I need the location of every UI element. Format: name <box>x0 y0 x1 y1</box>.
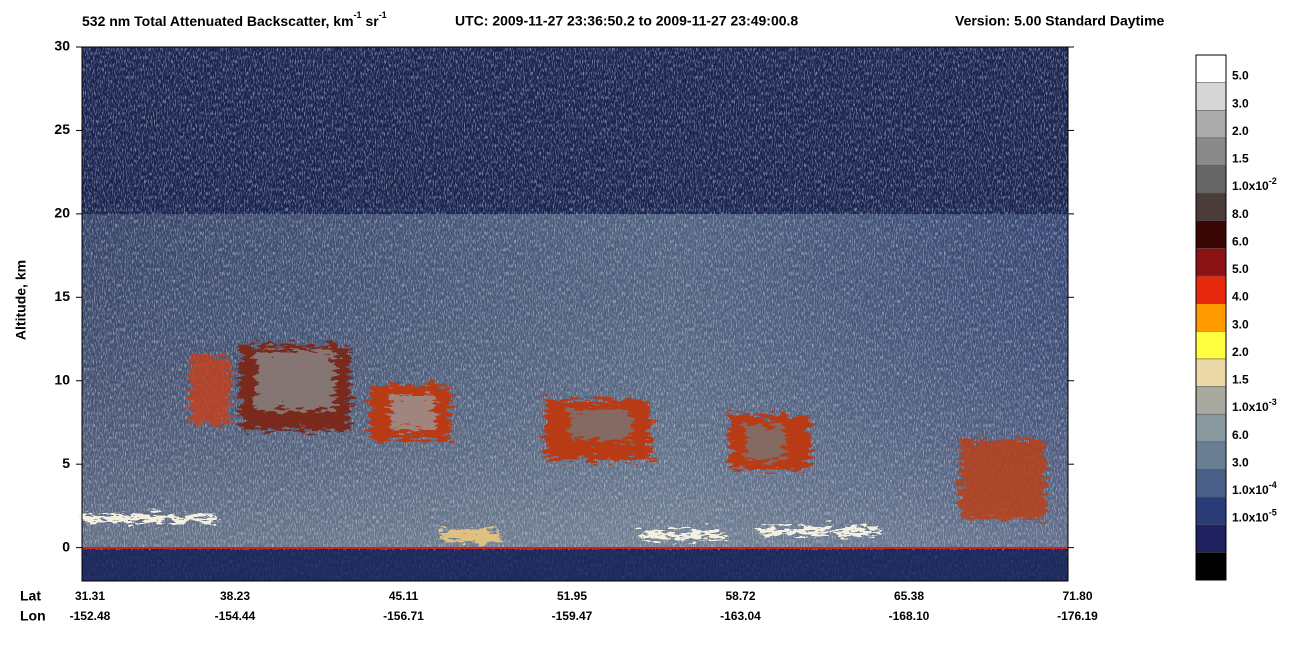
colorbar-swatch <box>1195 386 1227 415</box>
backscatter-image <box>81 46 1069 582</box>
colorbar-swatch <box>1195 110 1227 139</box>
y-tick-label: 30 <box>54 38 70 54</box>
colorbar-label-exp: -4 <box>1269 480 1277 490</box>
colorbar-label-base: 2.0 <box>1232 345 1249 359</box>
colorbar-swatch <box>1195 469 1227 498</box>
colorbar-swatch <box>1195 413 1227 443</box>
lat-label: 58.72 <box>725 589 755 603</box>
title-sup: -1 <box>354 10 362 20</box>
colorbar-swatch <box>1195 524 1227 553</box>
colorbar-label-base: 3.0 <box>1232 456 1249 470</box>
colorbar-label-base: 2.0 <box>1232 124 1249 138</box>
colorbar-label: 1.0x10-4 <box>1232 480 1277 497</box>
colorbar-swatch <box>1195 303 1227 332</box>
colorbar-label: 6.0 <box>1232 428 1249 442</box>
colorbar-label-exp: -5 <box>1269 508 1277 518</box>
colorbar-label: 2.0 <box>1232 124 1249 138</box>
y-tick-label: 5 <box>62 455 70 471</box>
version: Version: 5.00 Standard Daytime <box>955 13 1165 29</box>
y-tick-label: 0 <box>62 538 70 554</box>
colorbar-swatch <box>1195 248 1227 277</box>
colorbar-label: 5.0 <box>1232 69 1249 83</box>
y-tick-label: 15 <box>54 288 70 304</box>
colorbar-label: 2.0 <box>1232 345 1249 359</box>
lon-label: -176.19 <box>1057 609 1098 623</box>
lon-label: -154.44 <box>215 609 256 623</box>
row-label: Lat <box>20 588 41 604</box>
colorbar-label: 1.0x10-5 <box>1232 508 1277 525</box>
colorbar-label-base: 5.0 <box>1232 262 1249 276</box>
colorbar-label: 8.0 <box>1232 207 1249 221</box>
lat-label: 65.38 <box>894 589 924 603</box>
colorbar-label: 1.0x10-3 <box>1232 398 1277 415</box>
colorbar-label-base: 1.0x10 <box>1232 179 1269 193</box>
colorbar-label-base: 1.5 <box>1232 152 1249 166</box>
title-sup: -1 <box>379 10 387 20</box>
lon-label: -152.48 <box>70 609 111 623</box>
colorbar-label-base: 4.0 <box>1232 290 1249 304</box>
colorbar-frame <box>1195 54 1227 581</box>
colorbar-label: 1.0x10-2 <box>1232 177 1277 194</box>
colorbar-label-base: 1.0x10 <box>1232 400 1269 414</box>
colorbar-label: 1.5 <box>1232 373 1249 387</box>
colorbar-swatch <box>1195 496 1227 525</box>
lon-label: -156.71 <box>383 609 424 623</box>
time-range: UTC: 2009-11-27 23:36:50.2 to 2009-11-27… <box>455 13 798 29</box>
y-axis-label: Altitude, km <box>13 260 29 340</box>
cloud-layers <box>82 345 1045 542</box>
lat-label: 31.31 <box>75 589 105 603</box>
colorbar-label-base: 1.0x10 <box>1232 483 1269 497</box>
lat-label: 51.95 <box>557 589 587 603</box>
lat-label: 71.80 <box>1062 589 1092 603</box>
y-tick-label: 20 <box>54 205 70 221</box>
title-text: 532 nm Total Attenuated Backscatter, km <box>82 13 354 29</box>
colorbar-label-base: 6.0 <box>1232 428 1249 442</box>
colorbar-label-base: 1.0x10 <box>1232 511 1269 525</box>
colorbar-swatch <box>1195 275 1227 304</box>
title: 532 nm Total Attenuated Backscatter, km-… <box>82 10 387 28</box>
colorbar-swatch <box>1195 552 1227 581</box>
colorbar-swatch <box>1195 82 1227 111</box>
colorbar-swatch <box>1195 137 1227 166</box>
colorbar-swatch <box>1195 331 1227 360</box>
row-label: Lon <box>20 608 46 624</box>
colorbar-label: 6.0 <box>1232 235 1249 249</box>
colorbar-label: 3.0 <box>1232 317 1249 331</box>
colorbar-label-base: 5.0 <box>1232 69 1249 83</box>
colorbar-label-base: 6.0 <box>1232 235 1249 249</box>
y-tick-label: 25 <box>54 121 70 137</box>
colorbar-label: 3.0 <box>1232 96 1249 110</box>
colorbar-label: 5.0 <box>1232 262 1249 276</box>
colorbar-label-base: 3.0 <box>1232 317 1249 331</box>
title-text: sr <box>362 13 380 29</box>
lon-label: -159.47 <box>552 609 593 623</box>
lon-label: -168.10 <box>889 609 930 623</box>
colorbar-swatch <box>1195 220 1227 249</box>
colorbar-label: 3.0 <box>1232 456 1249 470</box>
colorbar-label-base: 1.5 <box>1232 373 1249 387</box>
colorbar-swatch <box>1195 441 1227 470</box>
colorbar-label-base: 8.0 <box>1232 207 1249 221</box>
colorbar-label: 4.0 <box>1232 290 1249 304</box>
colorbar-swatch <box>1195 165 1227 194</box>
lat-label: 45.11 <box>389 589 419 603</box>
colorbar-label-exp: -2 <box>1269 177 1277 187</box>
colorbar-label: 1.5 <box>1232 152 1249 166</box>
colorbar-swatch <box>1195 54 1227 83</box>
colorbar-swatch <box>1195 192 1227 222</box>
lon-label: -163.04 <box>720 609 761 623</box>
colorbar-label-exp: -3 <box>1269 398 1277 408</box>
colorbar-swatch <box>1195 358 1227 387</box>
y-tick-label: 10 <box>54 371 70 387</box>
lat-label: 38.23 <box>220 589 250 603</box>
colorbar-label-base: 3.0 <box>1232 96 1249 110</box>
